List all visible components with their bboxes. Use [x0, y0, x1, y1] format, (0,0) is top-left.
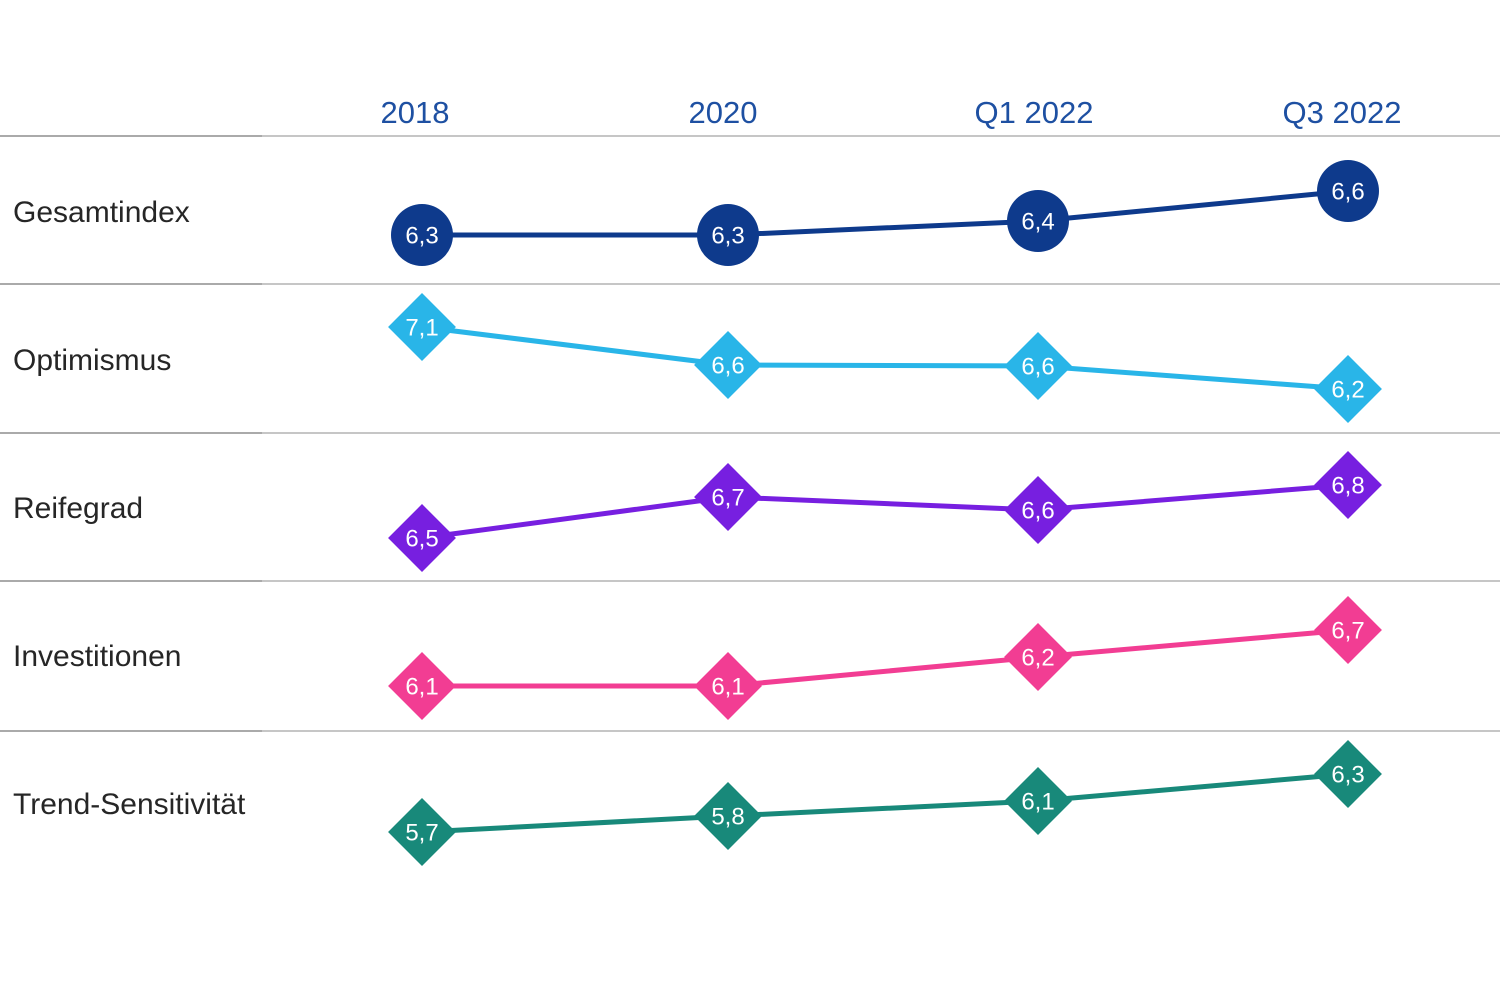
row-label-trend-sensitivitaet: Trend-Sensitivität	[13, 788, 246, 821]
column-header-q1-2022: Q1 2022	[974, 95, 1094, 130]
row-separator-left-segment	[0, 580, 262, 582]
value-label-optimismus-3: 6,2	[1331, 376, 1364, 403]
row-label-reifegrad: Reifegrad	[13, 492, 144, 525]
value-label-investitionen-0: 6,1	[405, 673, 438, 700]
value-label-gesamtindex-0: 6,3	[405, 222, 438, 249]
row-label-optimismus: Optimismus	[13, 344, 172, 377]
row-label-investitionen: Investitionen	[13, 640, 182, 673]
row-label-gesamtindex: Gesamtindex	[13, 196, 190, 229]
row-separator	[0, 283, 1500, 285]
value-label-gesamtindex-3: 6,6	[1331, 178, 1364, 205]
column-header-2020: 2020	[688, 95, 758, 130]
value-label-reifegrad-3: 6,8	[1331, 472, 1364, 499]
value-label-gesamtindex-1: 6,3	[711, 222, 744, 249]
column-header-q3-2022: Q3 2022	[1282, 95, 1402, 130]
row-separator	[0, 432, 1500, 434]
row-separator-left-segment	[0, 135, 262, 137]
reifegrad-trend-line	[419, 482, 1351, 541]
value-label-optimismus-1: 6,6	[711, 352, 744, 379]
row-separator	[0, 580, 1500, 582]
value-label-investitionen-3: 6,7	[1331, 617, 1364, 644]
marker-gesamtindex-3	[1317, 160, 1379, 222]
value-label-reifegrad-2: 6,6	[1021, 497, 1054, 524]
row-separator-left-segment	[0, 283, 262, 285]
marker-gesamtindex-0	[391, 204, 453, 266]
value-label-reifegrad-1: 6,7	[711, 484, 744, 511]
value-label-investitionen-1: 6,1	[711, 673, 744, 700]
column-header-2018: 2018	[380, 95, 450, 130]
row-separator-left-segment	[0, 730, 262, 732]
marker-gesamtindex-1	[697, 204, 759, 266]
marker-gesamtindex-2	[1007, 190, 1069, 252]
marker-optimismus-0	[388, 293, 456, 361]
row-separator-left-segment	[0, 432, 262, 434]
value-label-trend-sensitivitaet-2: 6,1	[1021, 788, 1054, 815]
gesamtindex-trend-line	[419, 188, 1351, 238]
value-label-reifegrad-0: 6,5	[405, 525, 438, 552]
value-label-gesamtindex-2: 6,4	[1021, 208, 1054, 235]
value-label-optimismus-0: 7,1	[405, 314, 438, 341]
trend-sensitivitaet-trend-line	[419, 771, 1351, 835]
value-label-trend-sensitivitaet-0: 5,7	[405, 819, 438, 846]
optimismus-trend-line	[419, 324, 1351, 392]
value-label-trend-sensitivitaet-3: 6,3	[1331, 761, 1364, 788]
value-label-optimismus-2: 6,6	[1021, 353, 1054, 380]
row-separator	[0, 135, 1500, 137]
investitionen-trend-line	[419, 627, 1351, 689]
value-label-investitionen-2: 6,2	[1021, 644, 1054, 671]
row-separator	[0, 730, 1500, 732]
value-label-trend-sensitivitaet-1: 5,8	[711, 803, 744, 830]
